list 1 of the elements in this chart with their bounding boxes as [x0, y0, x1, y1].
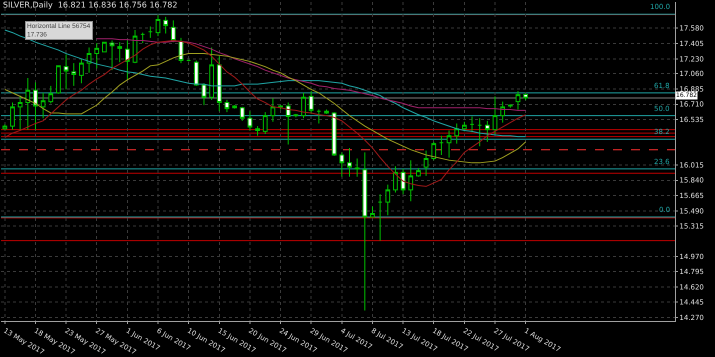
chart-title: SILVER,Daily 16.821 16.836 16.756 16.782: [2, 0, 178, 10]
